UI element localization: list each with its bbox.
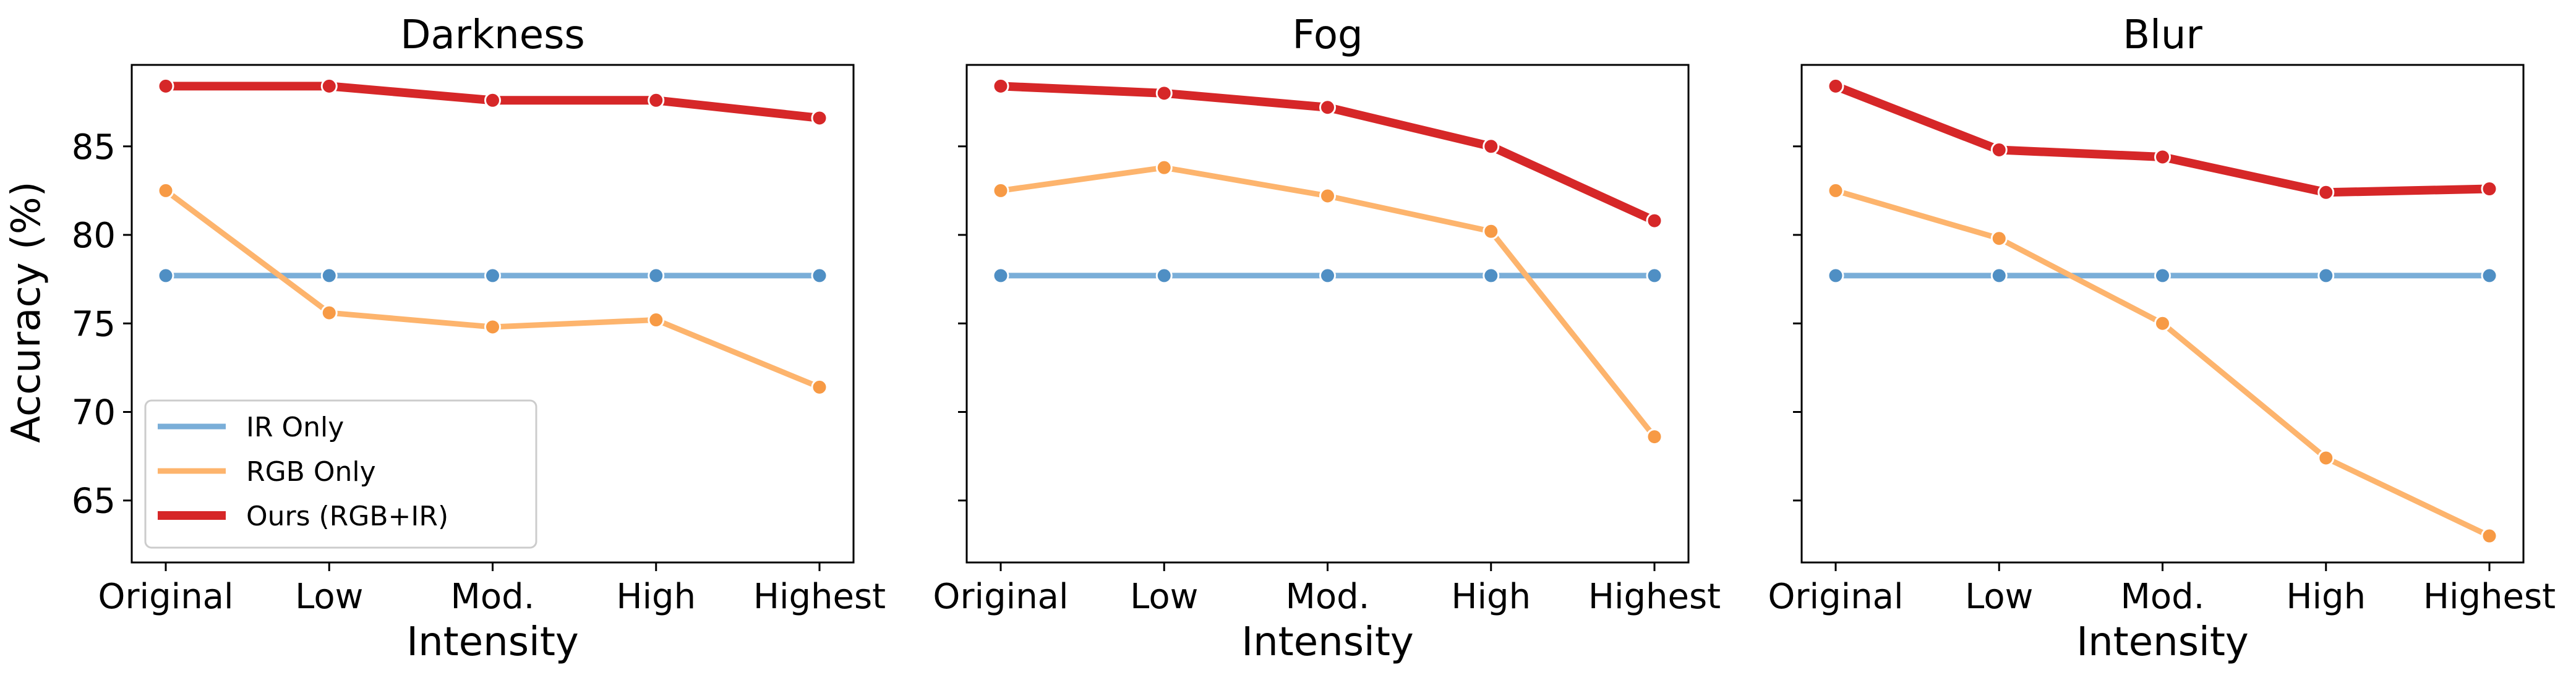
plot-area [1802,65,2523,562]
data-point-rgb-only [811,378,828,396]
data-point-ir-only [2317,267,2335,284]
y-tick-label: 75 [72,304,116,344]
data-point-rgb-only [1827,182,1844,199]
data-point-ours-rgb-ir [320,77,338,95]
data-point-rgb-only [1646,428,1663,446]
data-point-rgb-only [157,182,174,199]
data-point-rgb-only [2154,315,2171,332]
data-point-ours-rgb-ir [648,91,665,109]
y-axis-label: Accuracy (%) [4,181,49,443]
data-point-rgb-only [1155,159,1173,176]
x-tick-label: High [616,577,696,617]
legend-label-rgb-only: RGB Only [246,456,376,488]
data-point-ir-only [811,267,828,284]
data-point-rgb-only [1990,230,2008,247]
data-point-ir-only [648,267,665,284]
x-tick-label: Highest [753,577,886,617]
x-tick-label: Mod. [2121,577,2205,617]
panel-blur: Blur Original Low Mod. High Highest Intensity [1768,12,2556,665]
x-axis-label: Intensity [2076,619,2249,665]
x-axis-label: Intensity [406,619,579,665]
data-point-ir-only [320,267,338,284]
data-point-ours-rgb-ir [1155,85,1173,102]
x-tick-label: Mod. [1286,577,1370,617]
data-point-rgb-only [1483,223,1500,240]
data-point-ours-rgb-ir [157,77,174,95]
plot-area [967,65,1688,562]
data-point-rgb-only [2481,527,2498,545]
data-point-rgb-only [2317,449,2335,467]
data-point-ours-rgb-ir [1990,142,2008,159]
data-point-ir-only [1483,267,1500,284]
data-point-rgb-only [648,312,665,329]
data-point-ir-only [157,267,174,284]
data-point-ir-only [992,267,1009,284]
panel-title: Blur [2123,12,2202,58]
x-tick-label: High [2286,577,2366,617]
data-point-ir-only [2481,267,2498,284]
y-tick-label: 70 [72,392,116,433]
x-tick-label: Low [1965,577,2033,617]
x-tick-label: Original [933,577,1068,617]
legend-label-ours-rgb-ir: Ours (RGB+IR) [246,501,448,532]
data-point-ir-only [1990,267,2008,284]
data-point-ours-rgb-ir [2481,180,2498,198]
x-tick-label: Highest [1588,577,1721,617]
x-axis-label: Intensity [1241,619,1414,665]
data-point-ours-rgb-ir [811,109,828,127]
data-point-rgb-only [1319,187,1336,205]
plot-frame [1800,64,2525,564]
x-tick-label: Original [1768,577,1903,617]
data-point-ours-rgb-ir [1319,99,1336,116]
panel-darkness: Darkness 65 70 75 80 85 Original Low Mod. High Hig… [72,12,886,665]
data-point-ir-only [2154,267,2171,284]
plot-frame [131,64,855,564]
data-point-ir-only [1646,267,1663,284]
data-point-rgb-only [484,318,501,336]
x-tick-label: High [1451,577,1531,617]
legend: IR Only RGB Only Ours (RGB+IR) [144,399,537,549]
plot-frame [965,64,1690,564]
data-point-ir-only [1155,267,1173,284]
y-tick-label: 85 [72,127,116,168]
y-tick-label: 65 [72,481,116,522]
x-tick-label: Mod. [451,577,535,617]
legend-label-ir-only: IR Only [246,412,344,443]
data-point-ours-rgb-ir [484,91,501,109]
data-point-ir-only [1827,267,1844,284]
panel-fog: Fog Original Low Mod. High Highest Intensity [933,12,1721,665]
data-point-ours-rgb-ir [992,77,1009,95]
data-point-ir-only [1319,267,1336,284]
data-point-ours-rgb-ir [2154,148,2171,166]
panel-title: Fog [1292,12,1363,58]
data-point-ours-rgb-ir [1827,77,1844,95]
x-tick-label: Original [98,577,233,617]
data-point-ours-rgb-ir [2317,184,2335,201]
data-point-ours-rgb-ir [1483,138,1500,155]
y-tick-label: 80 [72,216,116,256]
data-point-ir-only [484,267,501,284]
x-tick-label: Highest [2423,577,2556,617]
data-point-rgb-only [992,182,1009,199]
panel-title: Darkness [400,12,585,58]
legend-box [144,399,537,549]
data-point-ours-rgb-ir [1646,212,1663,229]
data-point-rgb-only [320,304,338,321]
x-tick-label: Low [295,577,363,617]
x-tick-label: Low [1130,577,1198,617]
